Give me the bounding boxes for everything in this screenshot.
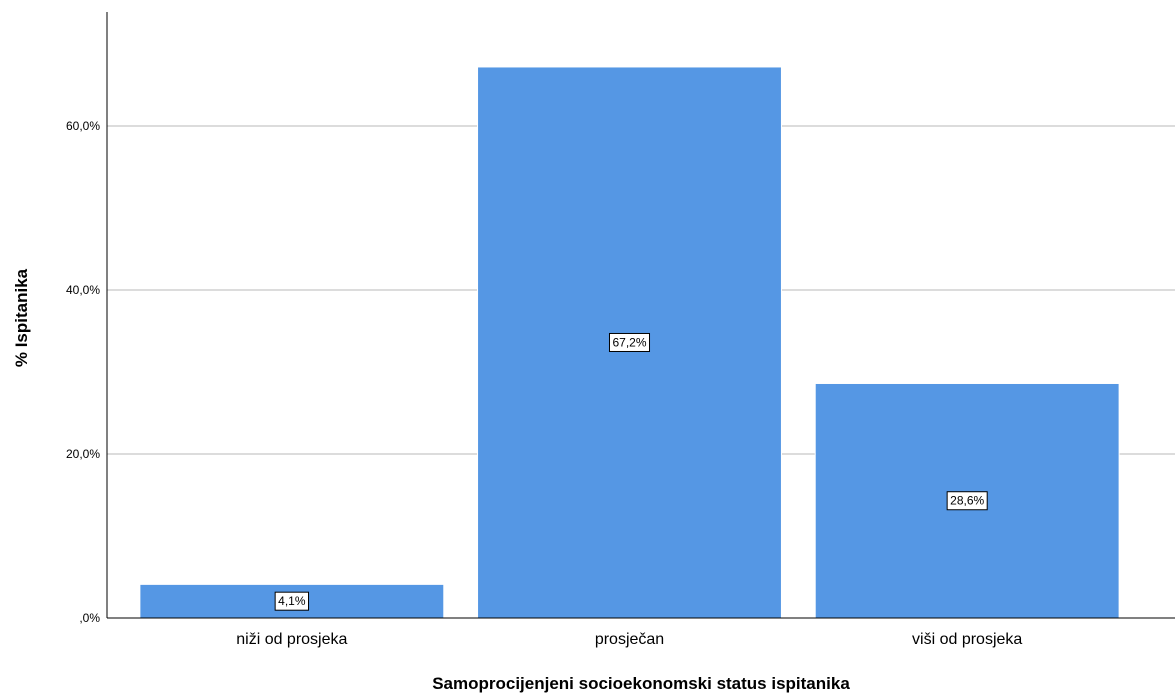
- y-tick-label: 40,0%: [66, 283, 100, 297]
- data-label: 4,1%: [274, 591, 310, 611]
- data-label-box: [274, 591, 310, 611]
- y-tick-label: ,0%: [79, 611, 100, 625]
- data-label: 28,6%: [946, 491, 988, 511]
- x-tick-label: viši od prosjeka: [912, 631, 1022, 648]
- axes: [106, 12, 1175, 619]
- data-label-box: [608, 332, 651, 352]
- data-label: 67,2%: [608, 332, 651, 352]
- data-labels: 4,1% 67,2% 28,6%: [274, 332, 988, 611]
- y-axis-title: % Ispitanika: [12, 268, 31, 367]
- data-label-text: 67,2%: [612, 335, 646, 349]
- x-tick-labels: niži od prosjeka prosječan viši od prosjek…: [236, 631, 1022, 648]
- x-tick-label: prosječan: [595, 631, 664, 648]
- y-tick-label: 20,0%: [66, 447, 100, 461]
- y-tick-label: 60,0%: [66, 119, 100, 133]
- x-tick-label: niži od prosjeka: [236, 631, 347, 648]
- data-label-text: 28,6%: [950, 494, 984, 508]
- y-tick-labels: ,0% 20,0% 40,0% 60,0%: [66, 119, 100, 625]
- data-label-box: [946, 491, 988, 511]
- x-axis-title: Samoprocijenjeni socioekonomski status i…: [432, 674, 850, 693]
- data-label-text: 4,1%: [278, 594, 306, 608]
